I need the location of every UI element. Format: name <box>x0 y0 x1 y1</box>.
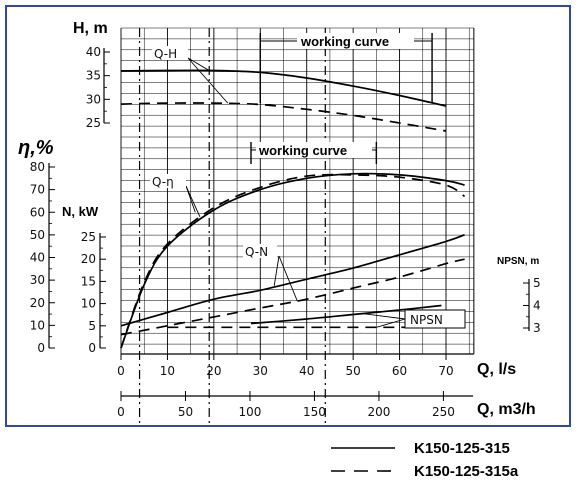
n-axis-title: N, kW <box>62 204 99 219</box>
series-layer <box>120 57 466 349</box>
eta-tick-label: 0 <box>37 341 45 355</box>
working-curve-mid-label: working curve <box>258 143 347 158</box>
q-ls-tick-label: 30 <box>253 364 268 378</box>
working-curve-mid-bg <box>256 142 372 158</box>
q-ls-tick-label: 0 <box>117 364 125 378</box>
h-axis-title: H, m <box>73 20 108 37</box>
h-tick-label: 30 <box>86 92 101 106</box>
series-q-n-solid <box>120 233 465 327</box>
q-m3h-tick-label: 0 <box>117 405 125 419</box>
working-curve-top-bg <box>297 33 414 49</box>
eta-tick-label: 80 <box>30 160 45 174</box>
q-m3h-tick-label: 150 <box>303 405 326 419</box>
h-tick-label: 35 <box>86 69 101 83</box>
label-leader-line <box>362 313 406 320</box>
qn-label-bg <box>243 244 277 258</box>
h-tick-label: 40 <box>86 45 101 59</box>
eta-tick-label: 50 <box>30 228 45 242</box>
qn-label: Q-N <box>245 245 268 259</box>
series-npsn-solid <box>250 304 442 325</box>
label-leader-line <box>185 185 196 213</box>
npsn-label: NPSN <box>410 313 443 327</box>
label-leader-line <box>187 57 210 71</box>
eta-tick-label: 30 <box>30 273 45 287</box>
eta-axis-title: η,% <box>18 137 54 159</box>
qeta-label-bg <box>150 174 186 188</box>
n-tick-label: 15 <box>81 274 96 288</box>
q-ls-tick-label: 70 <box>438 364 453 378</box>
legend-solid-label: K150-125-315 <box>414 440 510 457</box>
n-tick-label: 25 <box>81 230 96 244</box>
labels-layer: H, m η,% N, kW NPSN, m Q, l/s Q, m3/h wo… <box>18 20 539 418</box>
legend-dashed-label: K150-125-315a <box>414 463 519 480</box>
qeta-label: Q-η <box>152 175 174 189</box>
n-tick-label: 20 <box>81 252 96 266</box>
label-leader-line <box>273 255 280 286</box>
q-m3h-tick-label: 250 <box>432 405 455 419</box>
axes: 0 10 20 30 40 50 60 700 50 100 150 200 2502530354001… <box>30 45 541 419</box>
eta-tick-label: 20 <box>30 296 45 310</box>
npsn-tick-label: 5 <box>533 276 541 290</box>
label-leader-line <box>187 57 229 104</box>
q-ls-tick-label: 20 <box>206 364 221 378</box>
q-ls-tick-label: 40 <box>299 364 314 378</box>
q-ls-axis-title: Q, l/s <box>477 361 516 378</box>
eta-tick-label: 40 <box>30 251 45 265</box>
label-leader-line <box>278 255 298 302</box>
series-q-n-dashed <box>120 258 465 336</box>
q-m3h-axis-title: Q, m3/h <box>477 401 536 418</box>
series-q-solid <box>120 172 465 349</box>
n-tick-label: 10 <box>81 297 96 311</box>
npsn-tick-label: 3 <box>533 321 541 335</box>
qh-label: Q-H <box>154 47 177 61</box>
q-ls-tick-label: 10 <box>160 364 175 378</box>
legend: K150-125-315 K150-125-315a <box>331 440 519 480</box>
h-tick-label: 25 <box>86 116 101 130</box>
working-curve-top-label: working curve <box>300 34 389 49</box>
npsn-label-box <box>404 309 466 329</box>
series-q-h-solid <box>120 69 447 107</box>
q-ls-tick-label: 50 <box>346 364 361 378</box>
npsn-axis-title: NPSN, m <box>497 256 539 267</box>
q-m3h-tick-label: 50 <box>178 405 193 419</box>
q-m3h-tick-label: 200 <box>367 405 390 419</box>
n-tick-label: 0 <box>88 341 96 355</box>
label-leader-line <box>376 318 406 328</box>
eta-tick-label: 70 <box>30 183 45 197</box>
npsn-tick-label: 4 <box>533 299 541 313</box>
qh-label-bg <box>152 46 188 60</box>
n-tick-label: 5 <box>88 319 96 333</box>
q-ls-tick-label: 60 <box>392 364 407 378</box>
series-q-h-dashed <box>120 102 447 132</box>
label-leader-line <box>185 185 201 217</box>
q-m3h-tick-label: 100 <box>239 405 262 419</box>
eta-tick-label: 10 <box>30 318 45 332</box>
eta-tick-label: 60 <box>30 205 45 219</box>
